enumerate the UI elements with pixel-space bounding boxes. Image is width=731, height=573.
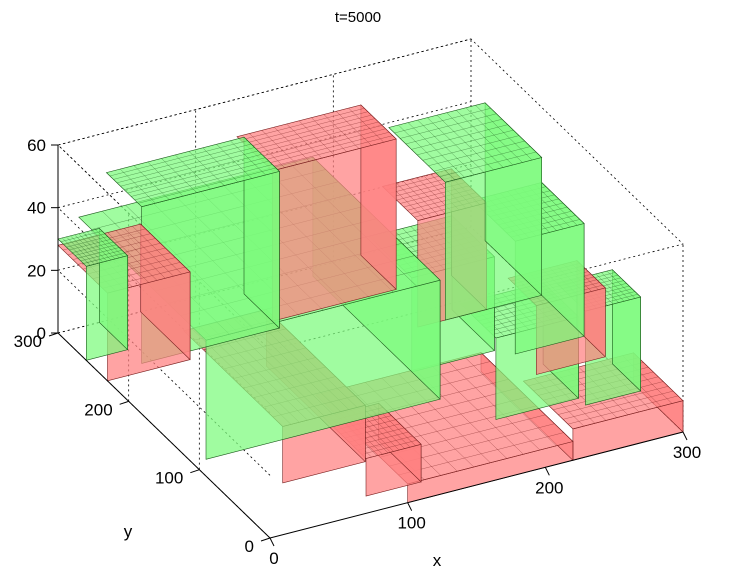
chart-title: t=5000	[335, 9, 381, 26]
y-axis-label: y	[124, 522, 133, 541]
y-tick-label: 300	[14, 332, 42, 351]
x-tick-label: 100	[397, 514, 425, 533]
x-tick-label: 300	[673, 443, 701, 462]
x-tick	[407, 502, 413, 511]
x-tick-label: 200	[535, 478, 563, 497]
y-tick-label: 200	[84, 400, 112, 419]
y-tick	[119, 400, 129, 405]
y-tick-label: 0	[245, 537, 254, 556]
y-tick	[190, 469, 200, 474]
x-axis-line	[269, 431, 684, 539]
y-tick	[260, 537, 271, 542]
y-tick-label: 100	[155, 469, 183, 488]
x-tick	[269, 537, 275, 547]
surface-block-s1-b3	[388, 102, 543, 321]
z-tick-label: 40	[27, 199, 46, 218]
surface-block-s1-b6	[57, 227, 129, 361]
y-axis-line	[57, 332, 271, 539]
z-tick-label: 20	[27, 261, 46, 280]
x-axis-label: x	[433, 551, 442, 570]
x-tick	[544, 467, 550, 476]
z-tick-label: 0	[37, 324, 46, 343]
x-tick	[682, 431, 688, 441]
x-tick-label: 0	[269, 549, 278, 568]
surface-layer	[57, 102, 684, 504]
axes-front	[48, 144, 688, 547]
z-tick-label: 60	[27, 136, 46, 155]
